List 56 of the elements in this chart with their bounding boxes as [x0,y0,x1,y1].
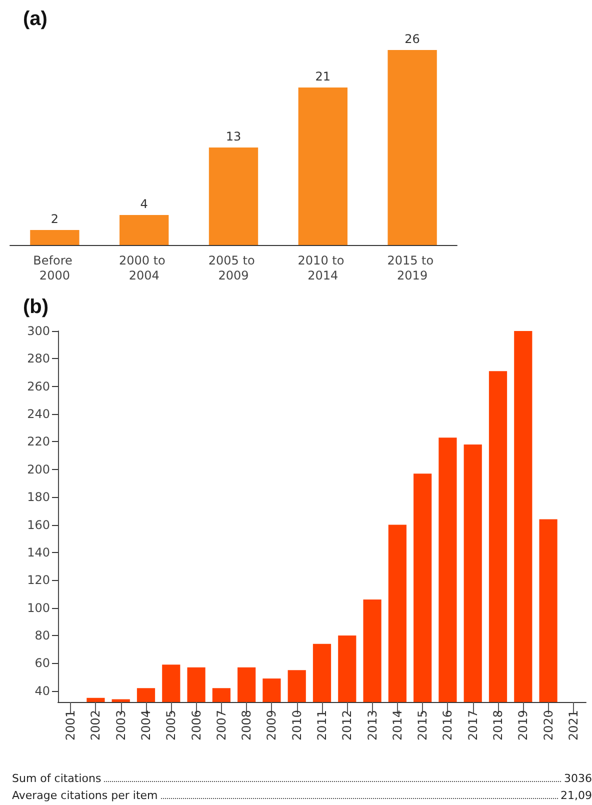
y-tick-label: 100 [27,600,50,615]
x-tick-label: 2007 [214,710,228,741]
x-tick-label: 2005 to 2009 [208,254,259,282]
x-tick-label: 2016 [440,710,455,741]
x-tick-label: 2015 [416,710,430,741]
data-label: 4 [140,197,148,211]
x-tick-label: 2006 [189,710,204,741]
text: Sum of citations [12,772,102,785]
x-tick-label: 2020 [541,710,556,741]
data-label: 2 [50,212,59,226]
bar [298,88,348,245]
x-tick-label: 2010 to 2014 [298,254,348,282]
x-tick-label: 2009 [264,710,279,741]
bar [388,50,437,245]
y-tick-label: 140 [27,545,50,560]
data-label: 21 [315,70,331,84]
y-tick-label: 260 [27,379,50,394]
chart-title: (b) [23,296,49,318]
x-tick-label: 2005 [164,710,178,741]
x-tick-label: 2018 [491,710,505,741]
x-tick-label: 2015 to 2019 [387,254,438,282]
bar [208,148,258,245]
y-tick-label: 180 [27,490,50,504]
x-tick-label: 2019 [516,710,530,741]
x-tick-label: 2017 [466,710,480,741]
text: 3036 [564,772,592,785]
x-tick-label: Before 2000 [33,254,76,282]
y-tick-label: 40 [34,684,50,698]
x-tick-label: 2013 [365,710,380,741]
y-tick-label: 280 [27,352,50,366]
y-tick-label: 240 [27,407,50,422]
text: 21,09 [560,789,592,802]
y-tick-label: 120 [27,573,50,588]
x-tick-label: 2021 [566,710,580,741]
bar [120,215,169,245]
y-tick-label: 220 [27,434,50,449]
x-tick-label: 2008 [240,710,254,741]
x-tick-label: 2010 [290,710,304,741]
text: Average citations per item [12,789,158,802]
chart-title: (a) [23,8,48,30]
y-tick-label: 160 [27,518,50,532]
x-tick-label: 2011 [315,710,329,741]
x-tick-label: 2014 [390,710,404,741]
x-tick-label: 2000 to 2004 [118,254,170,282]
y-tick-label: 60 [34,656,50,670]
data-label: 13 [226,130,242,144]
x-tick-label: 2003 [114,710,128,741]
x-tick-label: 2002 [88,710,103,741]
x-tick-label: 2012 [340,710,354,741]
x-tick-label: 2001 [64,710,78,741]
y-tick-label: 80 [34,628,50,643]
data-label: 26 [404,32,420,46]
bar [30,230,80,245]
y-tick-label: 200 [27,462,50,476]
x-tick-label: 2004 [139,710,153,741]
y-tick-label: 300 [27,324,50,338]
